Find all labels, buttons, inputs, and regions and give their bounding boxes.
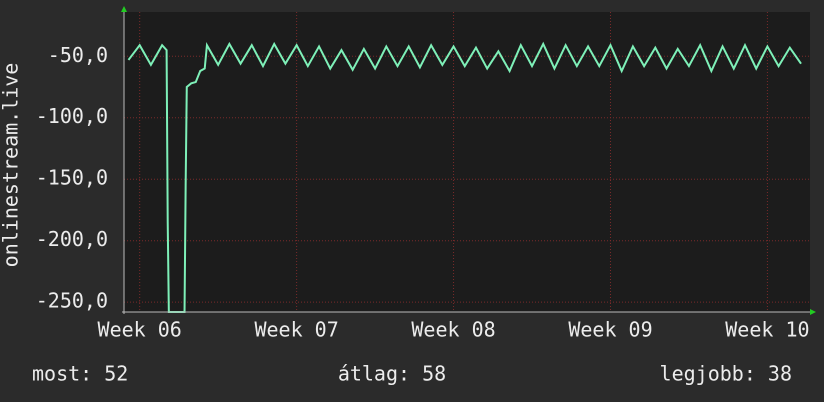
x-tick-label: Week 07 bbox=[254, 318, 338, 342]
x-tick-label: Week 08 bbox=[411, 318, 495, 342]
y-axis-label: onlinestream.live bbox=[0, 63, 23, 268]
x-tick-label: Week 10 bbox=[725, 318, 809, 342]
y-tick-label: -150,0 bbox=[36, 166, 108, 190]
x-tick-label: Week 09 bbox=[568, 318, 652, 342]
y-tick-label: -250,0 bbox=[36, 289, 108, 313]
x-tick-label: Week 06 bbox=[98, 318, 182, 342]
plot-area bbox=[124, 12, 810, 312]
y-tick-label: -100,0 bbox=[36, 104, 108, 128]
y-arrow bbox=[121, 6, 127, 12]
x-arrow bbox=[810, 309, 816, 315]
stat-best: legjobb: 38 bbox=[660, 362, 792, 386]
data-line bbox=[127, 41, 802, 313]
y-tick-label: -200,0 bbox=[36, 227, 108, 251]
stat-current: most: 52 bbox=[32, 362, 128, 386]
y-tick-label: -50,0 bbox=[48, 43, 108, 67]
stat-average: átlag: 58 bbox=[338, 362, 446, 386]
